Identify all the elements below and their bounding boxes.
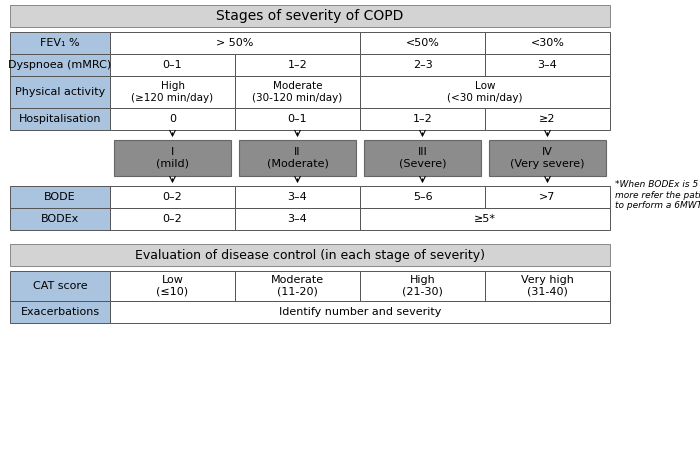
Text: 3–4: 3–4 <box>288 192 307 202</box>
Bar <box>235 108 360 130</box>
Text: 3–4: 3–4 <box>288 214 307 224</box>
Bar <box>239 140 356 176</box>
Bar <box>360 76 610 108</box>
Bar <box>110 54 235 76</box>
Text: Dyspnoea (mMRC): Dyspnoea (mMRC) <box>8 60 111 70</box>
Text: High
(21-30): High (21-30) <box>402 275 443 297</box>
Text: Evaluation of disease control (in each stage of severity): Evaluation of disease control (in each s… <box>135 248 485 261</box>
Bar <box>10 244 610 266</box>
Text: I
(mild): I (mild) <box>156 147 189 169</box>
Bar <box>235 76 360 108</box>
Bar <box>360 54 485 76</box>
Bar <box>110 76 235 108</box>
Bar <box>114 140 231 176</box>
Text: ≥5*: ≥5* <box>474 214 496 224</box>
Text: 0–1: 0–1 <box>162 60 182 70</box>
Text: 0–2: 0–2 <box>162 192 183 202</box>
Bar <box>10 108 110 130</box>
Text: BODE: BODE <box>44 192 76 202</box>
Text: CAT score: CAT score <box>33 281 88 291</box>
Text: 0–1: 0–1 <box>288 114 307 124</box>
Text: Stages of severity of COPD: Stages of severity of COPD <box>216 9 404 23</box>
Bar <box>10 208 110 230</box>
Bar <box>235 208 360 230</box>
Bar <box>485 271 610 301</box>
Text: 0–2: 0–2 <box>162 214 183 224</box>
Text: Low
(≤10): Low (≤10) <box>156 275 188 297</box>
Text: <30%: <30% <box>531 38 564 48</box>
Text: II
(Moderate): II (Moderate) <box>267 147 328 169</box>
Text: 1–2: 1–2 <box>288 60 307 70</box>
Bar <box>10 271 110 301</box>
Bar <box>10 54 110 76</box>
Bar <box>360 32 485 54</box>
Bar <box>110 208 235 230</box>
Bar <box>360 186 485 208</box>
Text: BODEx: BODEx <box>41 214 79 224</box>
Bar <box>110 301 610 323</box>
Bar <box>364 140 481 176</box>
Bar <box>360 108 485 130</box>
Bar <box>485 108 610 130</box>
Bar <box>110 186 235 208</box>
Text: >7: >7 <box>539 192 556 202</box>
Text: ≥2: ≥2 <box>539 114 556 124</box>
Text: 2–3: 2–3 <box>412 60 433 70</box>
Bar <box>110 271 235 301</box>
Bar <box>110 108 235 130</box>
Bar <box>110 32 360 54</box>
Bar <box>485 186 610 208</box>
Bar <box>485 32 610 54</box>
Text: 1–2: 1–2 <box>412 114 433 124</box>
Text: Exacerbations: Exacerbations <box>20 307 99 317</box>
Text: 0: 0 <box>169 114 176 124</box>
Bar <box>235 271 360 301</box>
Text: IV
(Very severe): IV (Very severe) <box>510 147 584 169</box>
Bar <box>489 140 606 176</box>
Text: <50%: <50% <box>405 38 440 48</box>
Text: Identify number and severity: Identify number and severity <box>279 307 441 317</box>
Text: Very high
(31-40): Very high (31-40) <box>521 275 574 297</box>
Bar <box>10 32 110 54</box>
Text: Physical activity: Physical activity <box>15 87 105 97</box>
Text: FEV₁ %: FEV₁ % <box>40 38 80 48</box>
Text: Moderate
(30-120 min/day): Moderate (30-120 min/day) <box>253 81 342 103</box>
Bar <box>485 54 610 76</box>
Bar <box>235 186 360 208</box>
Bar <box>10 76 110 108</box>
Text: Low
(<30 min/day): Low (<30 min/day) <box>447 81 523 103</box>
Bar <box>235 54 360 76</box>
Text: 5–6: 5–6 <box>413 192 433 202</box>
Bar <box>10 5 610 27</box>
Text: *When BODEx is 5 or
more refer the patient
to perform a 6MWT: *When BODEx is 5 or more refer the patie… <box>615 180 700 210</box>
Text: > 50%: > 50% <box>216 38 253 48</box>
Bar <box>360 208 610 230</box>
Text: Hospitalisation: Hospitalisation <box>19 114 102 124</box>
Bar <box>10 301 110 323</box>
Text: Moderate
(11-20): Moderate (11-20) <box>271 275 324 297</box>
Text: 3–4: 3–4 <box>538 60 557 70</box>
Bar <box>360 271 485 301</box>
Text: III
(Severe): III (Severe) <box>399 147 447 169</box>
Text: High
(≥120 min/day): High (≥120 min/day) <box>132 81 214 103</box>
Bar <box>10 186 110 208</box>
